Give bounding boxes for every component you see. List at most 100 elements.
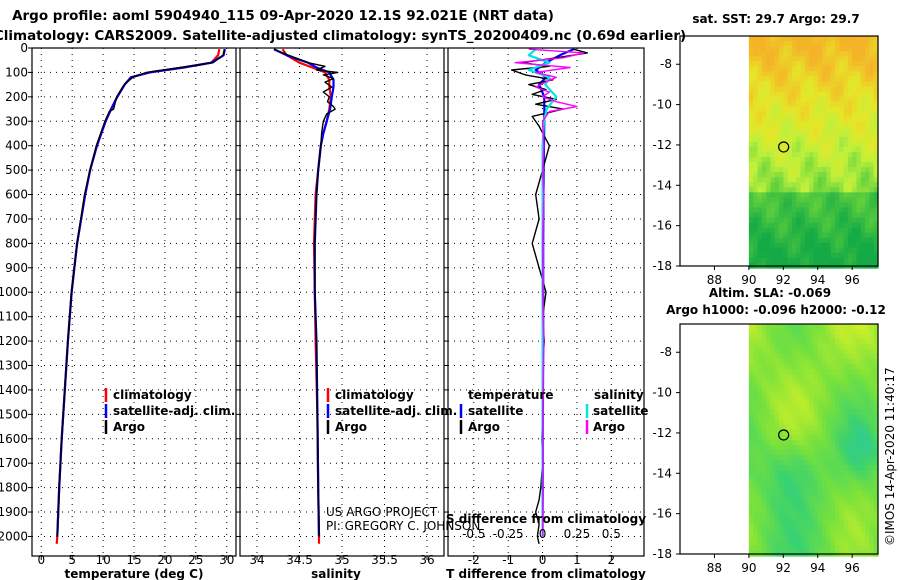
map-cell: [796, 252, 802, 259]
map-cell: [813, 505, 819, 512]
sla-map-panel: Altim. SLA: -0.069 Argo h1000: -0.096 h2…: [652, 286, 885, 575]
map-cell: [791, 530, 797, 537]
map-cell: [826, 91, 832, 98]
map-cell: [753, 535, 759, 542]
map-cell: [856, 424, 862, 431]
salinity-difference-axis-title: S difference from climatology: [446, 512, 646, 526]
map-cell: [839, 344, 845, 350]
map-cell: [787, 152, 793, 158]
map-cell: [843, 495, 849, 502]
map-cell: [770, 61, 776, 67]
map-cell: [800, 131, 806, 138]
map-cell: [779, 187, 784, 193]
map-cell: [774, 339, 780, 345]
map-cell: [860, 111, 866, 118]
map-cell: [753, 111, 759, 118]
map-cell: [809, 136, 815, 143]
map-cell: [822, 66, 827, 72]
map-cell: [834, 61, 840, 67]
map-cell: [830, 485, 836, 492]
map-cell: [839, 101, 845, 108]
map-cell: [761, 520, 767, 527]
map-cell: [748, 66, 754, 72]
map-cell: [779, 252, 784, 259]
map-cell: [869, 379, 875, 386]
map-cell: [791, 485, 797, 492]
lat-tick-label: -18: [652, 547, 672, 561]
map-cell: [791, 41, 797, 47]
map-cell: [822, 152, 827, 158]
map-cell: [787, 182, 793, 188]
map-cell: [865, 212, 870, 219]
map-cell: [839, 475, 845, 481]
lat-tick-label: -12: [652, 426, 672, 440]
map-cell: [822, 460, 827, 466]
map-cell: [800, 485, 806, 492]
map-cell: [809, 96, 815, 103]
map-cell: [830, 96, 836, 103]
map-cell: [860, 242, 866, 249]
map-cell: [796, 354, 802, 360]
map-cell: [856, 86, 862, 93]
map-cell: [800, 349, 806, 355]
map-cell: [779, 389, 784, 396]
map-cell: [843, 177, 849, 183]
map-cell: [856, 46, 862, 52]
map-cell: [856, 36, 862, 42]
x-tick-label: 2: [608, 553, 616, 567]
map-cell: [834, 237, 840, 244]
map-cell: [774, 505, 780, 512]
map-cell: [860, 197, 866, 204]
map-cell: [839, 207, 845, 214]
map-cell: [779, 374, 784, 381]
map-cell: [770, 394, 776, 401]
map-cell: [843, 349, 849, 355]
map-cell: [869, 237, 875, 244]
map-cell: [748, 146, 754, 153]
x-tick-label: 34.5: [286, 553, 313, 567]
map-cell: [830, 495, 836, 502]
map-cell: [804, 76, 810, 82]
map-cell: [766, 136, 771, 143]
map-cell: [791, 480, 797, 486]
map-cell: [796, 212, 802, 219]
map-cell: [783, 455, 789, 461]
map-cell: [779, 56, 784, 62]
map-cell: [757, 359, 763, 365]
map-cell: [809, 81, 815, 88]
title-line1: Argo profile: aoml 5904940_115 09-Apr-20…: [12, 8, 554, 24]
map-cell: [783, 81, 789, 88]
map-cell: [791, 374, 797, 381]
depth-tick-label: 0: [20, 41, 28, 55]
map-cell: [766, 374, 771, 381]
map-cell: [766, 36, 771, 42]
map-cell: [809, 379, 815, 386]
map-cell: [869, 324, 875, 330]
map-cell: [856, 419, 862, 426]
map-cell: [761, 379, 767, 386]
map-cell: [761, 212, 767, 219]
map-cell: [860, 394, 866, 401]
map-cell: [813, 480, 819, 486]
map-cell: [860, 36, 866, 42]
map-cell: [753, 182, 759, 188]
map-cell: [804, 66, 810, 72]
x-tick-label: 34: [249, 553, 264, 567]
map-cell: [796, 152, 802, 158]
map-cell: [873, 237, 879, 244]
map-cell: [822, 96, 827, 103]
map-cell: [766, 465, 771, 471]
map-cell: [834, 217, 840, 224]
map-cell: [817, 96, 823, 103]
map-cell: [834, 157, 840, 163]
map-cell: [813, 339, 819, 345]
map-cell: [804, 445, 810, 451]
map-cell: [865, 41, 870, 47]
map-cell: [800, 197, 806, 204]
map-cell: [753, 429, 759, 436]
map-cell: [809, 116, 815, 123]
map-cell: [791, 445, 797, 451]
map-cell: [770, 152, 776, 158]
map-cell: [766, 434, 771, 441]
map-cell: [774, 56, 780, 62]
